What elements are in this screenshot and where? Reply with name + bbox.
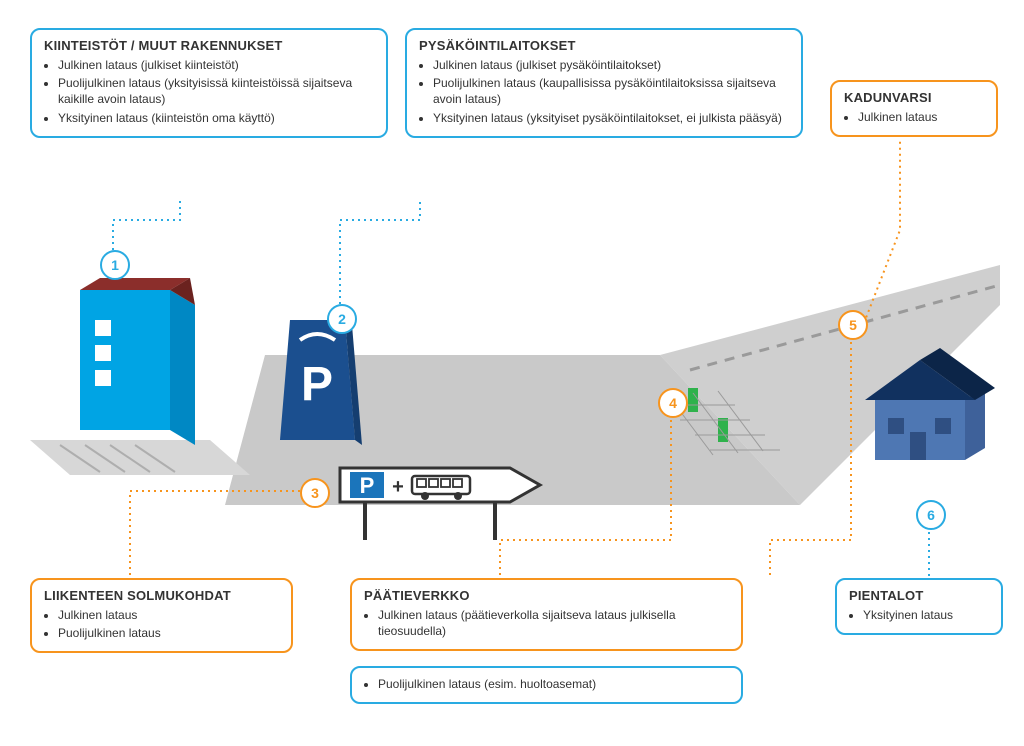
conn-3 [130, 491, 300, 578]
badge-number: 6 [927, 507, 935, 523]
conn-2 [340, 198, 420, 304]
box-title: PÄÄTIEVERKKO [364, 588, 729, 603]
badge-number: 3 [311, 485, 319, 501]
badge-3: 3 [300, 478, 330, 508]
badge-4: 4 [658, 388, 688, 418]
diagram-stage: P P + [0, 0, 1024, 746]
badge-number: 2 [338, 311, 346, 327]
box-item: Puolijulkinen lataus (kaupallisissa pysä… [433, 75, 789, 107]
badge-6: 6 [916, 500, 946, 530]
box-kadunvarsi: KADUNVARSI Julkinen lataus [830, 80, 998, 137]
box-item: Puolijulkinen lataus [58, 625, 279, 641]
box-item: Julkinen lataus (päätieverkolla sijaitse… [378, 607, 729, 639]
box-item: Yksityinen lataus (kiinteistön oma käytt… [58, 110, 374, 126]
box-item: Julkinen lataus (julkiset pysäköintilait… [433, 57, 789, 73]
box-item: Julkinen lataus [58, 607, 279, 623]
box-pientalot: PIENTALOT Yksityinen lataus [835, 578, 1003, 635]
box-paatieverkko-sub: Puolijulkinen lataus (esim. huoltoasemat… [350, 666, 743, 704]
box-item: Yksityinen lataus [863, 607, 989, 623]
badge-number: 1 [111, 257, 119, 273]
box-title: KADUNVARSI [844, 90, 984, 105]
badge-2: 2 [327, 304, 357, 334]
badge-number: 4 [669, 395, 677, 411]
box-title: PIENTALOT [849, 588, 989, 603]
box-liikenteen-solmukohdat: LIIKENTEEN SOLMUKOHDAT Julkinen lataus P… [30, 578, 293, 653]
box-item: Julkinen lataus [858, 109, 984, 125]
box-title: LIIKENTEEN SOLMUKOHDAT [44, 588, 279, 603]
box-item: Puolijulkinen lataus (esim. huoltoasemat… [378, 676, 729, 692]
box-pysakointilaitokset: PYSÄKÖINTILAITOKSET Julkinen lataus (jul… [405, 28, 803, 138]
conn-1 [113, 198, 180, 250]
box-kiinteistot: KIINTEISTÖT / MUUT RAKENNUKSET Julkinen … [30, 28, 388, 138]
badge-number: 5 [849, 317, 857, 333]
box-item: Julkinen lataus (julkiset kiinteistöt) [58, 57, 374, 73]
box-title: PYSÄKÖINTILAITOKSET [419, 38, 789, 53]
box-item: Puolijulkinen lataus (yksityisissä kiint… [58, 75, 374, 107]
conn-5b [864, 138, 900, 323]
conn-5 [770, 336, 851, 578]
box-paatieverkko: PÄÄTIEVERKKO Julkinen lataus (päätieverk… [350, 578, 743, 651]
box-title: KIINTEISTÖT / MUUT RAKENNUKSET [44, 38, 374, 53]
badge-5: 5 [838, 310, 868, 340]
conn-4 [500, 414, 671, 578]
badge-1: 1 [100, 250, 130, 280]
box-item: Yksityinen lataus (yksityiset pysäköinti… [433, 110, 789, 126]
